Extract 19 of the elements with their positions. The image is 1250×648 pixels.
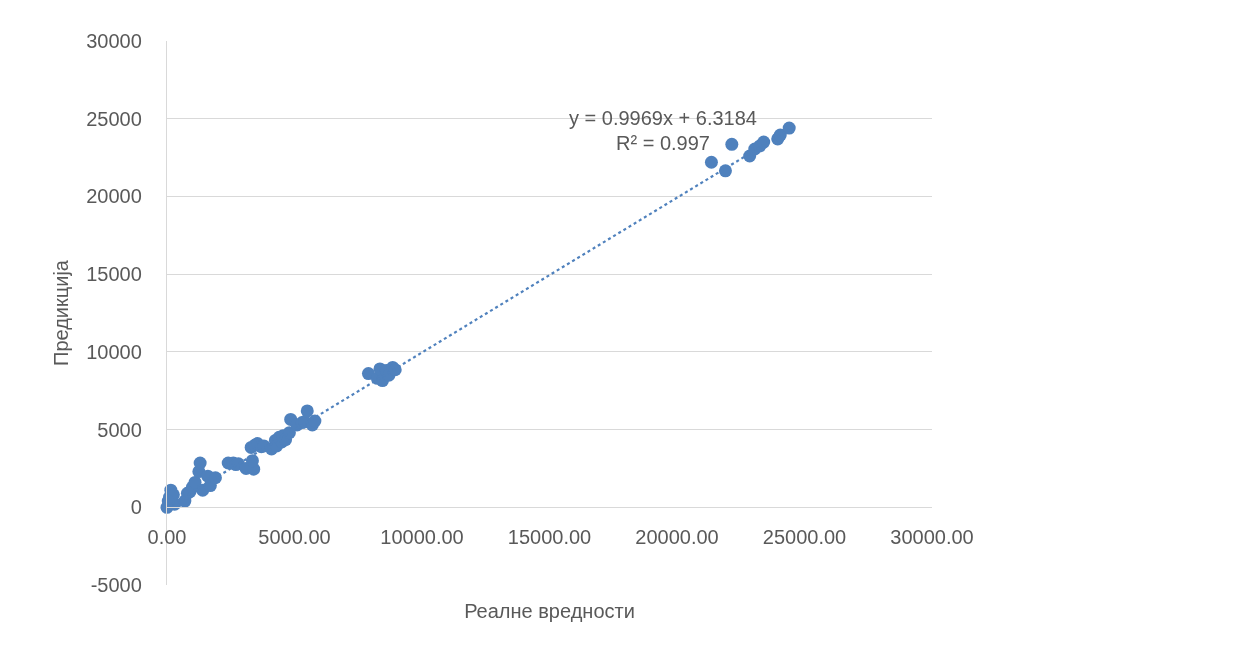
y-tick-label: 0 (130, 496, 142, 519)
y-tick-label: 15000 (86, 263, 142, 286)
y-tick-label: 20000 (86, 185, 142, 208)
x-tick-label: 20000.00 (635, 526, 719, 549)
x-tick-label: 0.00 (147, 526, 187, 549)
y-tick-label: 10000 (86, 340, 142, 363)
y-tick-label: -5000 (90, 574, 142, 596)
x-axis-title: Реалне вредности (464, 599, 635, 622)
x-tick-label: 10000.00 (380, 526, 464, 549)
x-tick-label: 30000.00 (890, 526, 974, 549)
y-tick-label: 5000 (97, 418, 142, 441)
annotation: y = 0.9969x + 6.3184 (569, 107, 757, 129)
x-tick-label: 15000.00 (507, 526, 592, 549)
x-tick-label: 25000.00 (762, 526, 847, 549)
x-tick-label: 5000.00 (258, 526, 331, 549)
annotation: R² = 0.997 (616, 132, 710, 154)
y-tick-label: 25000 (86, 107, 142, 130)
y-tick-label: 30000 (86, 30, 142, 52)
y-axis-title: Предикција (49, 259, 72, 366)
